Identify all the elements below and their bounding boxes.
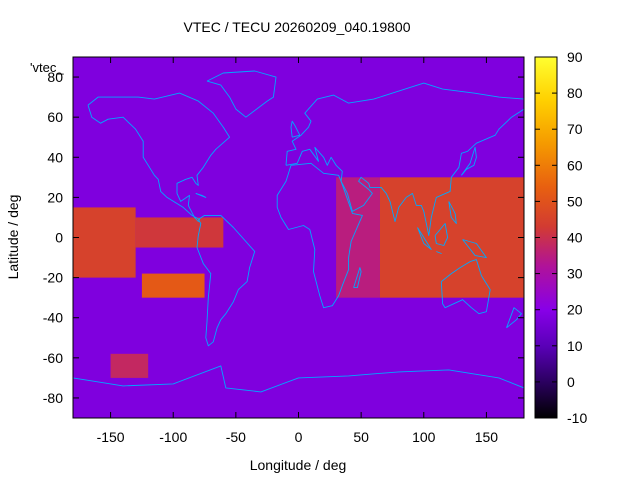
colorbar-tick-label: 60 — [567, 157, 583, 173]
y-tick-label: -80 — [43, 390, 63, 406]
y-tick-label: 40 — [47, 149, 63, 165]
x-axis-label: Longitude / deg — [250, 457, 347, 473]
heatmap-area — [73, 57, 524, 418]
x-tick-label: -100 — [159, 429, 187, 445]
y-tick-label: -60 — [43, 350, 63, 366]
chart-title: VTEC / TECU 20260209_040.19800 — [183, 19, 410, 35]
y-tick-label: 20 — [47, 189, 63, 205]
heat-region — [141, 273, 205, 298]
coastline — [417, 227, 432, 250]
y-tick-label: 80 — [47, 69, 63, 85]
heat-region — [336, 177, 380, 298]
colorbar-tick-label: 70 — [567, 121, 583, 137]
x-tick-label: 50 — [353, 429, 369, 445]
colorbar-tick-label: 20 — [567, 302, 583, 318]
x-tick-label: 0 — [295, 429, 303, 445]
heat-region — [379, 177, 524, 298]
coastline — [72, 365, 525, 393]
heat-region — [73, 207, 136, 278]
x-tick-label: -50 — [226, 429, 246, 445]
coastline — [440, 259, 491, 315]
x-axis-ticks: -150 -100 -50 0 50 100 150 — [97, 57, 499, 445]
y-axis-label: Latitude / deg — [5, 195, 21, 280]
y-tick-label: 0 — [55, 230, 63, 246]
x-tick-label: 150 — [475, 429, 499, 445]
coastline — [353, 267, 362, 289]
coastline — [448, 201, 457, 224]
y-tick-label: -20 — [43, 270, 63, 286]
colorbar-tick-label: 40 — [567, 230, 583, 246]
colorbar-tick-label: 80 — [567, 85, 583, 101]
coastline — [87, 92, 231, 222]
heat-region — [110, 353, 149, 378]
coastline — [206, 70, 277, 118]
coastline — [462, 239, 487, 259]
colorbar-tick-label: 10 — [567, 338, 583, 354]
colorbar-tick-label: 90 — [567, 49, 583, 65]
colorbar-tick-label: -10 — [567, 410, 587, 426]
x-tick-label: 100 — [412, 429, 436, 445]
coastline — [196, 214, 256, 347]
coastline — [434, 223, 449, 246]
y-axis-ticks: -80 -60 -40 -20 0 20 40 60 80 — [43, 69, 524, 406]
x-tick-label: -150 — [97, 429, 125, 445]
colorbar-tick-label: 30 — [567, 266, 583, 282]
coastline — [195, 192, 207, 198]
colorbar-tick-label: 50 — [567, 193, 583, 209]
y-tick-label: -40 — [43, 310, 63, 326]
coastline — [436, 251, 442, 254]
colorbar-ticks: -10 0 10 20 30 40 50 60 70 80 90 — [535, 49, 587, 426]
series-key-label: 'vtec_ — [30, 60, 64, 75]
coastline — [290, 120, 301, 138]
colorbar-tick-label: 0 — [567, 374, 575, 390]
coastline — [461, 146, 477, 176]
coastline — [285, 82, 525, 236]
coastline — [506, 307, 522, 329]
heat-region — [135, 217, 224, 248]
y-tick-label: 60 — [47, 109, 63, 125]
coastlines — [72, 70, 525, 393]
